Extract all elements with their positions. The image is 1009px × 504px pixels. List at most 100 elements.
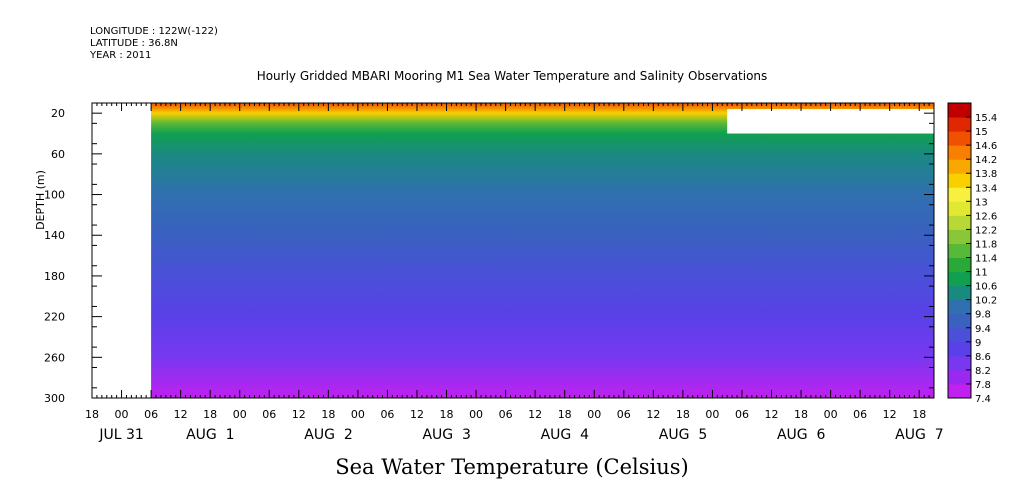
x-day-label: AUG 4 [541, 427, 590, 443]
colorbar-label: 13 [975, 197, 988, 208]
colorbar-swatch [948, 369, 971, 385]
y-tick-label: 140 [44, 229, 65, 242]
x-hour-label: 06 [380, 408, 394, 421]
year-label: YEAR : 2011 [90, 50, 152, 61]
colorbar-label: 13.4 [975, 183, 997, 194]
y-tick-label: 180 [44, 270, 65, 283]
colorbar-swatch [948, 103, 971, 118]
x-hour-label: 18 [440, 408, 454, 421]
colorbar-swatch [948, 327, 971, 343]
x-hour-label: 06 [262, 408, 276, 421]
x-hour-label: 12 [883, 408, 897, 421]
y-tick-label: 260 [44, 351, 65, 364]
x-hour-label: 00 [469, 408, 483, 421]
y-tick-label: 100 [44, 189, 65, 202]
x-hour-label: 12 [528, 408, 542, 421]
x-hour-label: 06 [853, 408, 867, 421]
x-hour-label: 12 [174, 408, 188, 421]
colorbar-label: 8.6 [975, 352, 991, 363]
colorbar-label: 10.2 [975, 296, 997, 307]
colorbar-label: 14.2 [975, 155, 997, 166]
x-day-label: AUG 3 [422, 427, 470, 443]
x-day-label: AUG 6 [777, 427, 826, 443]
colorbar-swatch [948, 355, 971, 371]
colorbar-swatch [948, 215, 971, 230]
y-tick-label: 20 [51, 107, 65, 120]
colorbar-frame [947, 102, 972, 399]
colorbar-swatch [948, 117, 971, 132]
x-hour-label: 00 [351, 408, 365, 421]
colorbar-swatch [948, 131, 971, 146]
x-hour-label: 18 [85, 408, 99, 421]
x-hour-label: 18 [321, 408, 335, 421]
longitude-label: LONGITUDE : 122W(-122) [90, 26, 218, 37]
colorbar-label: 12.6 [975, 211, 997, 222]
x-hour-label: 18 [794, 408, 808, 421]
latitude-label: LATITUDE : 36.8N [90, 38, 178, 49]
missing-data-gap [727, 109, 934, 134]
colorbar-label: 13.8 [975, 169, 997, 180]
x-hour-label: 12 [646, 408, 660, 421]
x-hour-label: 18 [676, 408, 690, 421]
x-hour-label: 00 [115, 408, 129, 421]
colorbar-label: 11 [975, 268, 988, 279]
plot-frame [91, 102, 935, 399]
x-hour-label: 06 [144, 408, 158, 421]
colorbar-label: 10.6 [975, 282, 997, 293]
x-day-label: AUG 1 [186, 427, 234, 443]
colorbar-swatch [948, 341, 971, 357]
colorbar-label: 15 [975, 127, 988, 138]
chart-title: Hourly Gridded MBARI Mooring M1 Sea Wate… [256, 69, 768, 83]
colorbar-swatch [948, 173, 971, 188]
x-day-label: AUG 7 [895, 427, 943, 443]
x-hour-label: 12 [292, 408, 306, 421]
x-hour-label: 18 [558, 408, 572, 421]
y-tick-label: 300 [44, 392, 65, 405]
colorbar-swatch [948, 229, 971, 244]
x-hour-label: 00 [233, 408, 247, 421]
x-hour-label: 12 [410, 408, 424, 421]
colorbar-label: 9 [975, 338, 981, 349]
colorbar-swatch [948, 383, 971, 399]
y-axis-label: DEPTH (m) [34, 170, 47, 230]
colorbar-label: 12.2 [975, 225, 997, 236]
colorbar-swatch [948, 159, 971, 174]
y-tick-label: 60 [51, 148, 65, 161]
x-day-label: AUG 5 [659, 427, 707, 443]
y-tick-label: 220 [44, 311, 65, 324]
colorbar-swatch [948, 243, 971, 259]
colorbar-swatch [948, 201, 971, 216]
colorbar-label: 7.4 [975, 394, 991, 405]
temperature-field-fill [151, 103, 935, 398]
x-hour-label: 12 [765, 408, 779, 421]
variable-label: Sea Water Temperature (Celsius) [335, 455, 689, 479]
x-day-label: AUG 2 [304, 427, 352, 443]
x-hour-label: 00 [824, 408, 838, 421]
colorbar-swatch [948, 299, 971, 315]
colorbar-swatch [948, 187, 971, 202]
colorbar-swatch [948, 271, 971, 287]
colorbar-label: 11.8 [975, 239, 997, 250]
colorbar-label: 7.8 [975, 380, 991, 391]
x-hour-label: 00 [587, 408, 601, 421]
colorbar-label: 8.2 [975, 366, 991, 377]
colorbar-swatch [948, 257, 971, 273]
colorbar-swatch [948, 285, 971, 301]
x-day-label: JUL 31 [98, 427, 143, 443]
x-hour-label: 06 [499, 408, 513, 421]
x-hour-label: 06 [735, 408, 749, 421]
x-hour-label: 06 [617, 408, 631, 421]
x-hour-label: 18 [912, 408, 926, 421]
colorbar-swatch [948, 145, 971, 160]
colorbar-swatch [948, 313, 971, 329]
x-hour-label: 18 [203, 408, 217, 421]
temperature-field [151, 103, 935, 398]
colorbar-label: 14.6 [975, 141, 997, 152]
colorbar-label: 15.4 [975, 113, 997, 124]
colorbar-label: 9.8 [975, 310, 991, 321]
x-hour-label: 00 [705, 408, 719, 421]
colorbar-label: 9.4 [975, 324, 991, 335]
colorbar: 7.4 7.8 8.2 8.6 9 9.4 9.8 10.2 10.6 11 11.4 11.8 12.… [947, 102, 997, 405]
colorbar-label: 11.4 [975, 254, 997, 265]
